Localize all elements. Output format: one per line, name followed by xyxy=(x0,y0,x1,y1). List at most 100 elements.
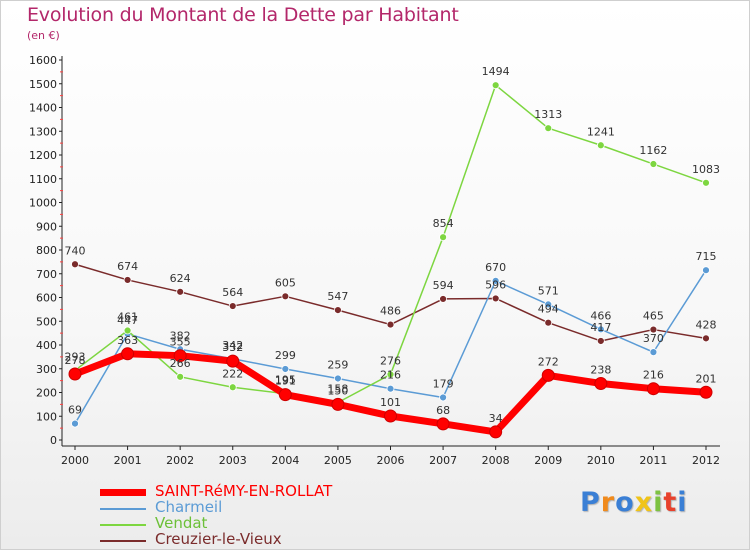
x-tick-label: 2007 xyxy=(429,454,457,467)
data-label-creuzier-le-vieux: 596 xyxy=(485,278,506,291)
data-label-creuzier-le-vieux: 564 xyxy=(222,286,243,299)
data-point-vendat xyxy=(386,370,395,379)
data-label-charmeil: 259 xyxy=(327,358,348,371)
x-tick-label: 2000 xyxy=(61,454,89,467)
data-point-creuzier-le-vieux xyxy=(228,302,237,310)
data-point-creuzier-le-vieux xyxy=(281,292,290,301)
legend-label: Charmeil xyxy=(155,498,223,516)
data-label-vendat: 266 xyxy=(170,357,191,370)
data-label-saint-r-my-en-rollat: 216 xyxy=(643,369,664,382)
x-tick-label: 2002 xyxy=(166,454,194,467)
data-label-creuzier-le-vieux: 674 xyxy=(117,260,138,273)
legend-label: Vendat xyxy=(155,514,208,532)
data-label-creuzier-le-vieux: 465 xyxy=(643,310,664,323)
data-point-saint-r-my-en-rollat xyxy=(68,367,82,381)
logo-letter: r xyxy=(600,487,616,518)
y-tick-label: 1100 xyxy=(29,173,57,186)
data-label-charmeil: 179 xyxy=(433,377,454,390)
data-label-vendat: 1494 xyxy=(482,65,510,78)
data-point-saint-r-my-en-rollat xyxy=(489,425,503,439)
x-tick-label: 2004 xyxy=(271,454,299,467)
chart-subtitle: (en €) xyxy=(27,29,60,42)
data-label-vendat: 1083 xyxy=(692,163,720,176)
data-label-saint-r-my-en-rollat: 191 xyxy=(275,375,296,388)
y-tick-label: 500 xyxy=(36,315,57,328)
y-tick-label: 600 xyxy=(36,292,57,305)
legend-item: Creuzier-le-Vieux xyxy=(100,530,380,548)
legend-item: Vendat xyxy=(100,514,380,532)
x-tick-label: 2012 xyxy=(692,454,720,467)
logo-letter: P xyxy=(580,487,601,518)
x-tick-label: 2006 xyxy=(377,454,405,467)
data-point-saint-r-my-en-rollat xyxy=(121,347,135,361)
y-tick-label: 700 xyxy=(36,268,57,281)
y-tick-label: 1400 xyxy=(29,102,57,115)
data-point-vendat xyxy=(596,141,605,150)
data-point-charmeil xyxy=(281,365,290,373)
data-point-vendat xyxy=(439,233,447,242)
data-point-creuzier-le-vieux xyxy=(386,320,395,329)
legend-item: Charmeil xyxy=(100,498,380,516)
data-point-charmeil xyxy=(544,300,553,309)
data-point-saint-r-my-en-rollat xyxy=(173,349,187,363)
data-point-saint-r-my-en-rollat xyxy=(541,368,555,382)
data-point-creuzier-le-vieux xyxy=(649,325,658,334)
data-point-saint-r-my-en-rollat xyxy=(594,376,608,390)
x-tick-label: 2009 xyxy=(534,454,562,467)
data-point-vendat xyxy=(491,81,500,90)
x-tick-label: 2003 xyxy=(219,454,247,467)
logo-letter: o xyxy=(615,487,635,518)
data-label-saint-r-my-en-rollat: 272 xyxy=(538,355,559,368)
data-point-vendat xyxy=(544,124,553,133)
data-label-vendat: 461 xyxy=(117,311,138,324)
data-label-saint-r-my-en-rollat: 363 xyxy=(117,334,138,347)
data-label-vendat: 293 xyxy=(65,350,86,363)
data-point-charmeil xyxy=(71,419,79,428)
data-label-creuzier-le-vieux: 428 xyxy=(696,318,717,331)
data-label-creuzier-le-vieux: 605 xyxy=(275,276,296,289)
data-point-charmeil xyxy=(491,276,500,285)
data-label-vendat: 1241 xyxy=(587,125,615,138)
x-tick-label: 2011 xyxy=(639,454,667,467)
data-point-saint-r-my-en-rollat xyxy=(699,385,713,399)
data-point-vendat xyxy=(176,372,185,381)
data-point-charmeil xyxy=(702,266,710,275)
data-point-charmeil xyxy=(334,374,342,383)
x-tick-label: 2005 xyxy=(324,454,352,467)
data-label-charmeil: 370 xyxy=(643,332,664,345)
legend-label: Creuzier-le-Vieux xyxy=(155,530,282,548)
data-label-charmeil: 299 xyxy=(275,349,296,362)
logo-letter: t xyxy=(663,487,678,518)
x-tick-label: 2001 xyxy=(114,454,142,467)
data-label-vendat: 222 xyxy=(222,367,243,380)
data-point-charmeil xyxy=(386,384,395,393)
data-point-saint-r-my-en-rollat xyxy=(331,397,345,411)
data-point-creuzier-le-vieux xyxy=(71,260,79,269)
y-tick-label: 300 xyxy=(36,363,57,376)
logo-letter: i xyxy=(653,487,664,518)
data-label-charmeil: 382 xyxy=(170,329,191,342)
y-tick-label: 1000 xyxy=(29,197,57,210)
data-label-charmeil: 447 xyxy=(117,314,138,327)
data-point-saint-r-my-en-rollat xyxy=(384,409,397,423)
data-label-saint-r-my-en-rollat: 34 xyxy=(489,412,503,425)
data-label-vendat: 1162 xyxy=(639,144,667,157)
y-tick-label: 800 xyxy=(36,244,57,257)
data-point-creuzier-le-vieux xyxy=(334,306,342,314)
x-tick-label: 2008 xyxy=(482,454,510,467)
data-point-vendat xyxy=(123,326,132,335)
data-point-saint-r-my-en-rollat xyxy=(278,388,292,402)
y-tick-label: 0 xyxy=(50,434,57,447)
data-point-creuzier-le-vieux xyxy=(176,287,185,296)
data-label-saint-r-my-en-rollat: 332 xyxy=(222,341,243,354)
data-point-creuzier-le-vieux xyxy=(596,337,605,345)
data-label-charmeil: 216 xyxy=(380,369,401,382)
proxiti-logo: Proxiti xyxy=(580,487,688,518)
data-point-charmeil xyxy=(596,325,605,334)
data-point-charmeil xyxy=(649,348,658,357)
chart-title: Evolution du Montant de la Dette par Hab… xyxy=(27,4,459,26)
data-point-creuzier-le-vieux xyxy=(491,294,500,303)
y-tick-label: 900 xyxy=(36,220,57,233)
data-point-saint-r-my-en-rollat xyxy=(436,417,450,431)
